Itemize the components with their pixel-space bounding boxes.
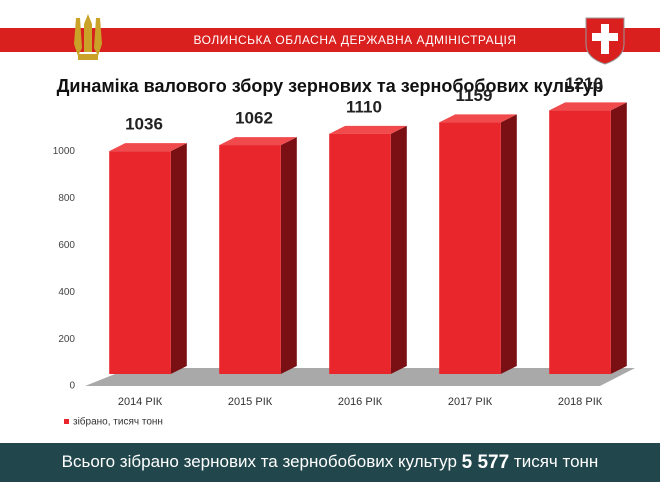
value-label: 1062 — [235, 109, 273, 128]
bar-side — [170, 143, 187, 374]
bar-side — [500, 114, 517, 375]
bar-top — [439, 114, 517, 123]
footer-band — [0, 443, 660, 482]
bar-top — [219, 137, 297, 146]
regional-shield — [585, 17, 625, 65]
y-tick-label: 0 — [69, 381, 75, 392]
bar — [109, 151, 171, 374]
bar-side — [280, 137, 297, 374]
bar-side — [390, 125, 407, 374]
y-tick-label: 800 — [58, 193, 75, 204]
y-tick-label: 1000 — [53, 146, 76, 157]
legend-swatch — [64, 419, 69, 424]
bar — [549, 110, 611, 374]
legend-label: зібрано, тисяч тонн — [73, 416, 163, 428]
value-label: 1159 — [456, 86, 493, 105]
y-tick-label: 600 — [58, 240, 75, 251]
header-title: ВОЛИНСЬКА ОБЛАСНА ДЕРЖАВНА АДМІНІСТРАЦІЯ — [194, 33, 517, 47]
x-tick-label: 2018 РІК — [558, 396, 603, 408]
x-tick-label: 2016 РІК — [338, 396, 383, 408]
bar-top — [109, 143, 187, 152]
chart-title: Динаміка валового збору зернових та зерн… — [57, 76, 604, 96]
header-band — [0, 28, 660, 52]
x-tick-label: 2014 РІК — [118, 396, 163, 408]
x-tick-label: 2015 РІК — [228, 396, 273, 408]
value-label: 1036 — [125, 115, 163, 134]
footer-text-before: Всього зібрано зернових та зернобобових … — [62, 452, 457, 471]
y-tick-label: 400 — [58, 287, 75, 298]
value-label: 1110 — [346, 97, 382, 116]
trident-emblem — [74, 14, 102, 60]
bar — [439, 122, 501, 374]
value-label: 1210 — [565, 74, 603, 93]
footer-text: Всього зібрано зернових та зернобобових … — [62, 452, 599, 473]
bar-top — [549, 102, 627, 111]
footer-total: 5 577 — [462, 452, 510, 473]
bar-top — [329, 125, 407, 134]
footer-text-after: тисяч тонн — [514, 452, 598, 471]
bar — [329, 133, 391, 374]
bar — [219, 145, 281, 374]
bar-side — [610, 102, 627, 374]
x-tick-label: 2017 РІК — [448, 396, 493, 408]
y-tick-label: 200 — [58, 334, 75, 345]
